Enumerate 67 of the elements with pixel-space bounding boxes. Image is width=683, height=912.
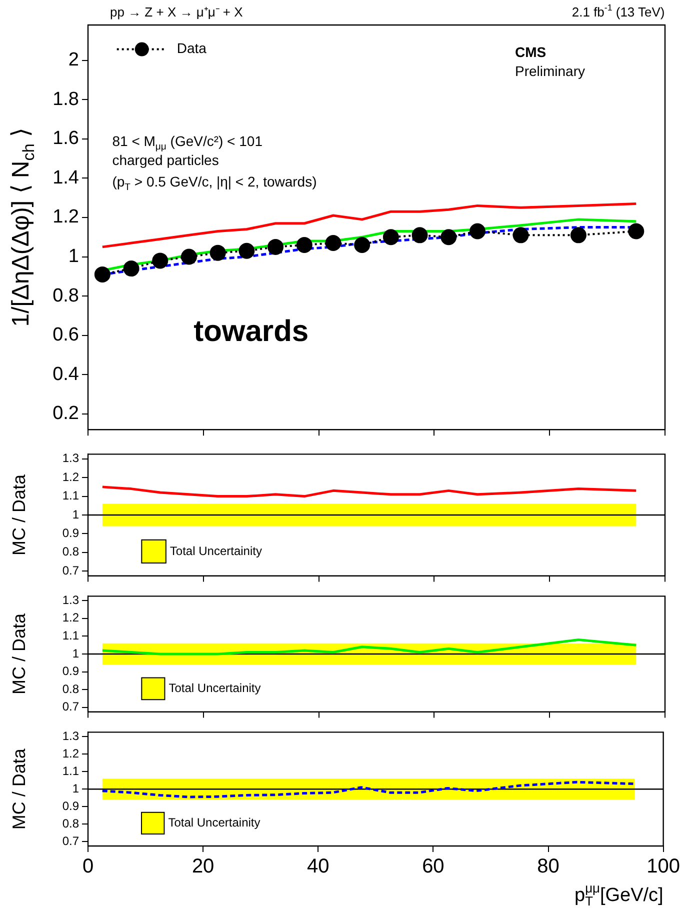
y-tick-label: 1.3: [62, 451, 80, 466]
y-tick-label: 1.6: [52, 128, 79, 150]
annotation: CMS: [514, 44, 546, 60]
y-tick-label: 2: [68, 50, 79, 71]
y-axis-title: MC / Data: [8, 474, 29, 556]
point: [570, 227, 586, 244]
y-tick-label: 0.8: [62, 682, 80, 696]
point: [512, 227, 529, 244]
y-axis-title: MC / Data: [8, 748, 29, 830]
y-tick-label: 0.8: [62, 816, 80, 830]
y-tick-label: 0.7: [62, 563, 80, 578]
y-tick-label: 1: [68, 246, 79, 267]
y-tick-label: 1.2: [62, 746, 80, 760]
chart-title: pp → Z + X → μ⁺μ⁻ + X: [110, 4, 244, 20]
x-tick-label: 80: [537, 856, 560, 878]
point: [469, 223, 486, 240]
y-tick-label: 1: [72, 781, 80, 796]
point: [440, 229, 457, 246]
point: [268, 238, 284, 255]
y-tick-label: 0.2: [52, 403, 79, 424]
x-tick-label: 0: [82, 856, 94, 878]
y-tick-label: 0.8: [52, 285, 79, 306]
point: [180, 248, 197, 265]
legend-label: Total Uncertainity: [168, 680, 261, 695]
point: [152, 252, 168, 269]
point: [325, 235, 342, 252]
y-tick-label: 0.7: [62, 700, 80, 714]
y-tick-label: 0.8: [62, 544, 80, 559]
y-tick-label: 0.7: [62, 834, 80, 848]
y-tick-label: 1.3: [62, 592, 80, 607]
x-tick-label: 100: [646, 856, 680, 878]
point: [296, 236, 312, 253]
y-tick-label: 1.2: [52, 206, 79, 228]
y-tick-label: 0.6: [52, 324, 79, 346]
point: [412, 227, 428, 244]
y-axis-title: MC / Data: [8, 612, 29, 695]
annotation: Preliminary: [514, 63, 585, 80]
y-tick-label: 1.2: [62, 610, 80, 625]
point: [382, 229, 399, 246]
legend-label: Data: [176, 40, 207, 56]
y-tick-label: 1.1: [62, 488, 80, 503]
point: [628, 223, 644, 240]
y-tick-label: 1: [72, 646, 80, 660]
point: [354, 236, 370, 253]
y-tick-label: 1.1: [62, 764, 80, 778]
point: [238, 242, 255, 259]
annotation: charged particles: [112, 152, 219, 168]
y-tick-label: 0.9: [62, 798, 80, 813]
point: [94, 266, 110, 282]
y-axis-title: 1/[ΔηΔ(Δφ)] ⟨ Nch ⟩: [8, 128, 38, 327]
annotation: towards: [194, 314, 309, 348]
y-tick-label: 1.8: [52, 88, 79, 110]
legend-label: Total Uncertainity: [168, 816, 260, 830]
y-tick-label: 0.9: [62, 664, 80, 678]
y-tick-label: 1.1: [62, 628, 80, 643]
x-tick-label: 40: [307, 856, 330, 878]
point: [210, 244, 226, 261]
y-tick-label: 0.4: [52, 364, 80, 385]
x-tick-label: 20: [192, 856, 214, 878]
point: [123, 260, 140, 277]
y-tick-label: 0.9: [62, 526, 80, 540]
y-tick-label: 1.2: [62, 470, 80, 484]
legend-label: Total Uncertainity: [170, 544, 262, 558]
x-tick-label: 60: [422, 856, 444, 878]
y-tick-label: 1.4: [52, 167, 80, 188]
y-tick-label: 1.3: [62, 728, 80, 743]
y-tick-label: 1: [72, 507, 80, 522]
